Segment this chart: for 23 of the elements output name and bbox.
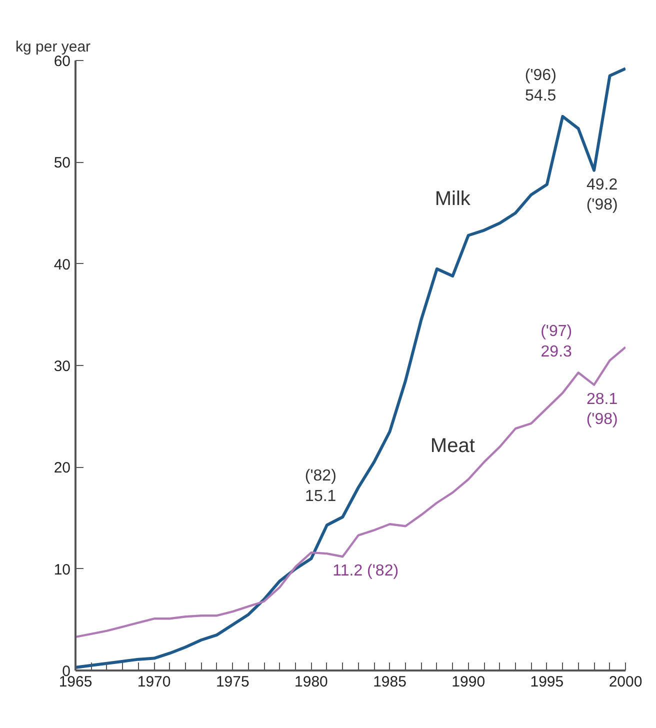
- annotation: ('82) 15.1: [304, 468, 336, 505]
- x-tick-label: 1990: [452, 674, 486, 690]
- annotation: ('97) 29.3: [540, 323, 572, 361]
- annotation: 28.1 ('98): [586, 390, 618, 428]
- y-tick-label: 50: [54, 154, 71, 172]
- y-tick-label: 40: [54, 256, 71, 274]
- line-series: [76, 346, 626, 638]
- y-axis-title: kg per year: [16, 38, 91, 56]
- x-tick-label: 1970: [137, 674, 171, 690]
- annotation: 49.2 ('98): [586, 176, 618, 214]
- x-tick-label: 1985: [373, 674, 406, 690]
- x-tick-label: 1975: [216, 674, 250, 690]
- y-tick-label: 10: [54, 561, 71, 578]
- annotation: 11.2 ('82): [332, 562, 399, 580]
- y-tick-label: 30: [54, 358, 71, 375]
- y-tick-label: 20: [54, 460, 71, 477]
- x-tick-label: 1980: [294, 674, 328, 690]
- y-tick-label: 60: [54, 53, 71, 70]
- annotation: ('96) 54.5: [524, 67, 556, 104]
- x-tick-label: 1995: [530, 674, 564, 690]
- series-label: Meat: [430, 435, 476, 457]
- series-label: Milk: [434, 188, 472, 210]
- x-tick-label: 2000: [608, 674, 642, 690]
